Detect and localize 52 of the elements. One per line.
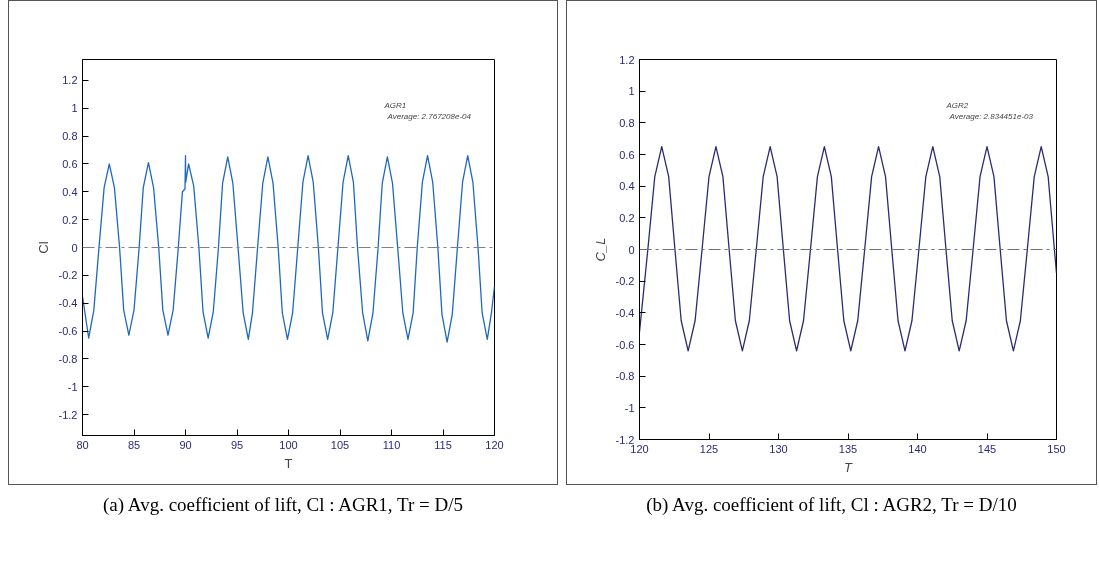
x-tick-label: 95: [230, 438, 244, 451]
x-tick-label: 135: [838, 442, 858, 455]
y-tick-label: 0.4: [62, 185, 78, 198]
y-tick-label: -1: [624, 401, 635, 414]
x-axis-title: T: [284, 455, 293, 471]
y-axis-title: Cl: [35, 241, 51, 254]
y-tick-label: -0.4: [58, 297, 78, 310]
x-tick-label: 120: [485, 438, 504, 451]
annotation: Average: 2.767208e-04: [386, 111, 472, 121]
line-series: [82, 154, 495, 343]
x-tick-label: 115: [434, 438, 452, 451]
y-tick-label: 0.4: [619, 180, 635, 193]
y-tick-label: 0.6: [62, 157, 78, 170]
y-tick-label: -0.8: [615, 370, 635, 383]
y-tick-label: 1.2: [619, 53, 635, 66]
x-tick-label: 110: [382, 438, 401, 451]
y-tick-label: 0: [71, 241, 78, 254]
x-axis-title: T: [844, 459, 854, 475]
y-axis-title: C_L: [592, 237, 608, 262]
x-tick-label: 140: [908, 442, 927, 455]
x-tick-label: 90: [179, 438, 192, 451]
annotation: Average: 2.834451e-03: [948, 111, 1034, 121]
annotation: AGR2: [945, 100, 969, 110]
y-tick-label: -0.6: [615, 338, 635, 351]
text: (b) Avg. coefficient of lift, Cl : AGR2, Tr = D/10: [646, 493, 1017, 517]
x-tick-label: 100: [279, 438, 298, 451]
x-tick-label: 80: [76, 438, 89, 451]
y-tick-label: -0.2: [58, 269, 78, 282]
y-tick-label: -0.6: [58, 325, 78, 338]
y-tick-label: -0.4: [615, 306, 635, 319]
x-tick-label: 85: [127, 438, 141, 451]
x-tick-label: 125: [699, 442, 719, 455]
y-tick-label: 0.8: [619, 116, 635, 129]
y-tick-label: 0.8: [62, 130, 78, 143]
y-tick-label: 0.2: [619, 211, 635, 224]
x-tick-label: 150: [1047, 442, 1066, 455]
x-tick-label: 105: [330, 438, 350, 451]
y-tick-label: 0.2: [62, 213, 78, 226]
x-tick-label: 130: [769, 442, 788, 455]
y-tick-label: -0.8: [58, 352, 78, 365]
y-tick-label: 0.6: [619, 148, 635, 161]
y-tick-label: -1: [67, 380, 78, 393]
y-tick-label: 1: [628, 85, 635, 98]
text: (a) Avg. coefficient of lift, Cl : AGR1, Tr = D/5: [103, 493, 463, 517]
x-tick-label: 145: [977, 442, 997, 455]
y-tick-label: -1.2: [58, 408, 78, 421]
annotation: AGR1: [383, 100, 407, 110]
y-tick-label: 1: [71, 102, 78, 115]
y-tick-label: 0: [628, 243, 635, 256]
y-tick-label: 1.2: [62, 74, 78, 87]
y-tick-label: -0.2: [615, 275, 635, 288]
line-series: [639, 145, 1057, 352]
